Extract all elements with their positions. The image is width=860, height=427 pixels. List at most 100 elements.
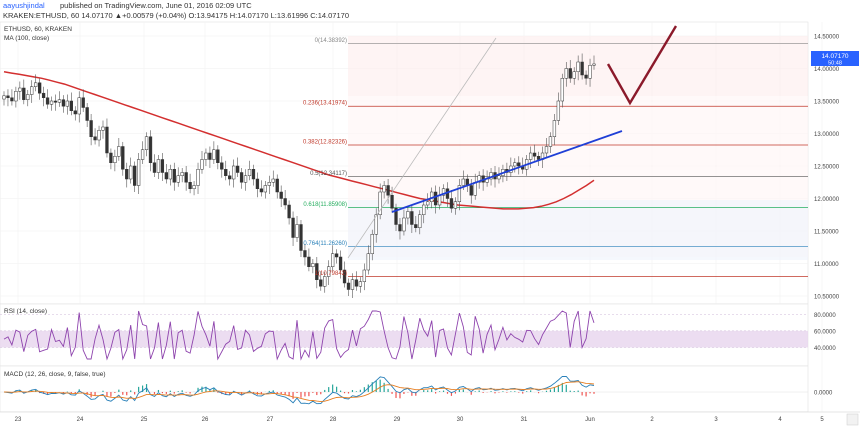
candle <box>34 74 38 92</box>
candle <box>410 205 414 233</box>
published-label: published on TradingView.com, June 01, 2… <box>60 1 252 10</box>
candle <box>263 180 267 199</box>
candle <box>311 258 315 274</box>
candle <box>232 159 236 188</box>
candle <box>517 156 521 175</box>
candle <box>572 67 576 85</box>
rsi-tick-label: 80.0000 <box>814 313 836 319</box>
candle <box>406 206 410 225</box>
candle <box>53 94 58 111</box>
candle <box>394 203 398 231</box>
candle <box>307 248 311 272</box>
candle <box>148 130 153 172</box>
macd-label: MACD (12, 26, close, 9, false, true) <box>4 371 106 378</box>
candle <box>45 89 50 109</box>
ohlc-readout: KRAKEN:ETHUSD, 60 14.07170 ▲+0.00579 (+0… <box>3 11 349 20</box>
trend-line-diagonal[interactable] <box>347 37 497 259</box>
candle <box>346 278 351 296</box>
candle <box>362 263 366 291</box>
macd-tick-label: 0.0000 <box>814 391 833 397</box>
candle <box>184 166 188 191</box>
settings-button[interactable] <box>846 413 859 426</box>
macd-panel[interactable] <box>0 365 809 413</box>
time-tick-label: 26 <box>202 417 209 423</box>
last-price: 14.07170 <box>821 53 848 60</box>
candle <box>564 62 568 87</box>
candle <box>89 114 93 146</box>
last-price-badge <box>811 51 859 66</box>
time-tick-label: 31 <box>521 417 528 423</box>
candle <box>398 218 402 240</box>
candle <box>216 145 220 170</box>
candle <box>319 271 323 291</box>
projection-arrow[interactable] <box>606 25 678 106</box>
candle <box>370 229 374 261</box>
candle <box>426 193 430 210</box>
candle <box>433 185 438 214</box>
candle <box>588 58 592 87</box>
candle <box>291 211 295 246</box>
author-name[interactable]: aayushjindal <box>3 1 45 10</box>
candle <box>73 106 77 121</box>
candle <box>109 148 113 170</box>
candle <box>204 148 208 166</box>
candle <box>303 244 307 266</box>
time-tick-label: 2 <box>650 417 654 423</box>
candle <box>390 186 394 213</box>
candle <box>6 89 10 107</box>
candle <box>287 200 291 225</box>
candle <box>350 273 355 298</box>
time-axis[interactable] <box>0 412 860 427</box>
candle <box>402 209 406 236</box>
candle <box>192 180 196 196</box>
candle <box>26 89 30 107</box>
rsi-label: RSI (14, close) <box>4 308 47 315</box>
time-tick-label: 28 <box>330 417 337 423</box>
last-price-sub: 50:48 <box>828 61 842 67</box>
symbol-label: ETHUSD, 60, KRAKEN <box>4 26 72 33</box>
candle <box>97 125 101 147</box>
candle <box>576 55 580 81</box>
support-trendline[interactable] <box>391 130 623 213</box>
candle <box>65 94 70 115</box>
candle <box>422 198 426 224</box>
candle <box>299 219 303 257</box>
candle <box>2 91 6 106</box>
ma-label: MA (100, close) <box>4 35 49 42</box>
rsi-line <box>3 310 595 361</box>
time-tick-label: 30 <box>457 417 464 423</box>
candle <box>374 208 378 243</box>
candle <box>168 164 172 186</box>
price-tick-label: 13.50000 <box>814 100 840 106</box>
fib-level-label: 0(14.38392) <box>315 38 347 44</box>
candle <box>136 153 141 194</box>
candle <box>101 120 105 139</box>
candle <box>37 78 42 100</box>
candle <box>228 171 232 186</box>
time-tick-label: 25 <box>141 417 148 423</box>
candle <box>560 73 564 108</box>
candle <box>49 96 54 111</box>
time-tick-label: 27 <box>267 417 274 423</box>
candle <box>77 91 81 123</box>
candle <box>57 91 62 107</box>
candle <box>93 128 97 145</box>
candle <box>358 277 363 293</box>
candle <box>156 154 161 179</box>
candle <box>342 261 347 288</box>
price-tick-label: 12.00000 <box>814 197 840 203</box>
price-tick-label: 14.50000 <box>814 35 840 41</box>
macd-line <box>3 375 595 405</box>
candle <box>457 179 462 211</box>
candle <box>212 141 216 165</box>
candle <box>382 180 386 199</box>
candle <box>267 175 271 194</box>
candle <box>418 210 422 235</box>
candle <box>220 156 224 178</box>
candle <box>386 179 390 204</box>
price-tick-label: 12.50000 <box>814 165 840 171</box>
fib-level-label: 0.382(12.82326) <box>303 139 347 145</box>
time-tick-label: Jun <box>585 417 595 423</box>
candle <box>255 172 260 198</box>
